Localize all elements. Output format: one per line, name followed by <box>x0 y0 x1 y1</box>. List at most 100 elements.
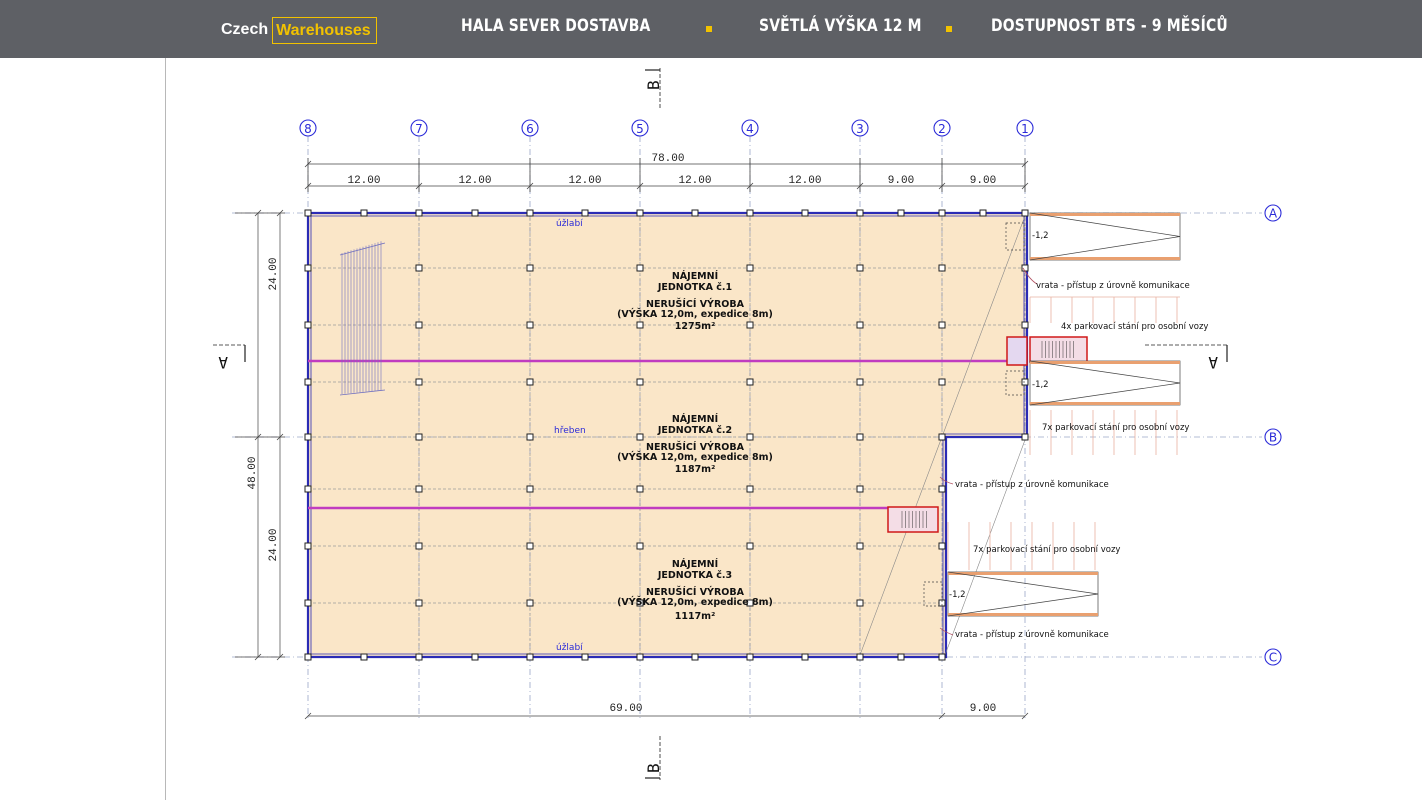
brand-czech: Czech <box>221 21 269 38</box>
axis-number-label: 3 <box>856 122 864 136</box>
brand-warehouses: Warehouses <box>272 16 377 44</box>
column <box>1021 378 1029 386</box>
dim-tick <box>276 433 284 441</box>
column <box>691 209 699 217</box>
axis-number-label: 1 <box>1021 122 1029 136</box>
unit1-line3: NERUŠÍCÍ VÝROBA <box>646 298 745 310</box>
column <box>581 209 589 217</box>
axis-bubble-A: A <box>1264 204 1282 222</box>
axis-circle <box>1016 119 1034 137</box>
column <box>938 378 946 386</box>
column <box>746 653 754 661</box>
loading-docks <box>923 212 1181 617</box>
dim-tick <box>254 653 262 661</box>
axis-circle <box>851 119 869 137</box>
dock-ramp <box>1029 212 1181 261</box>
axis-number-label: 8 <box>304 122 312 136</box>
parking-note-4: 4x parkovací stání pro osobní vozy <box>1061 322 1208 332</box>
staircase-core-lower <box>887 506 939 533</box>
column <box>746 599 754 607</box>
column <box>471 653 479 661</box>
ramp-diagonal <box>944 439 1026 656</box>
gate-note-1: vrata - přístup z úrovně komunikace <box>1036 281 1190 291</box>
column <box>856 653 864 661</box>
dock-door <box>1005 222 1025 251</box>
axis-letter-bubbles: A B C <box>1264 204 1282 666</box>
unit-labels: NÁJEMNÍ JEDNOTKA č.1 NERUŠÍCÍ VÝROBA (VÝ… <box>617 270 773 622</box>
column <box>691 653 699 661</box>
dim-tick <box>276 209 284 217</box>
dim-span-8-7: 12.00 <box>347 175 380 187</box>
gate-note-3: vrata - přístup z úrovně komunikace <box>955 630 1109 640</box>
hall-floor-area <box>308 213 1027 657</box>
axis-bubble-5: 5 <box>631 119 649 137</box>
stair-hatching <box>341 241 382 394</box>
unit2-line1: NÁJEMNÍ <box>672 413 719 425</box>
parking-note-7a: 7x parkovací stání pro osobní vozy <box>1042 423 1189 433</box>
axis-circle <box>521 119 539 137</box>
column <box>636 378 644 386</box>
dock-ramp <box>947 571 1099 617</box>
column <box>304 433 312 441</box>
column <box>526 209 534 217</box>
axis-bubble-1: 1 <box>1016 119 1034 137</box>
unit1-line1: NÁJEMNÍ <box>672 270 719 282</box>
dock-edge <box>1030 213 1180 216</box>
column <box>897 653 905 661</box>
column <box>856 485 864 493</box>
dock-edge <box>1030 361 1180 364</box>
level-mark-3: -1,2 <box>949 590 966 600</box>
axis-bubble-7: 7 <box>410 119 428 137</box>
dim-tick <box>276 653 284 661</box>
dock-door <box>923 581 943 607</box>
column <box>938 653 946 661</box>
column <box>1021 321 1029 329</box>
dim-bottom-right: 9.00 <box>970 703 996 715</box>
section-marker-a-left: A <box>213 344 246 372</box>
unit2-line3: NERUŠÍCÍ VÝROBA <box>646 441 745 453</box>
roof-labels: úžlabí hřeben úžlabí <box>554 219 586 653</box>
dim-tick <box>1021 712 1029 720</box>
level-mark-2: -1,2 <box>1032 380 1049 390</box>
axis-bubble-4: 4 <box>741 119 759 137</box>
column <box>897 209 905 217</box>
header-separator-dot <box>946 26 952 32</box>
stair-outline <box>339 389 386 396</box>
column <box>415 485 423 493</box>
header-separator-dot <box>706 26 712 32</box>
staircase-core-upper <box>1006 336 1088 366</box>
dock-line <box>1029 236 1181 261</box>
dimension-ticks <box>254 158 1029 720</box>
column <box>636 433 644 441</box>
column <box>526 653 534 661</box>
label-hreben: hřeben <box>554 426 586 436</box>
column <box>415 209 423 217</box>
level-mark-1: -1,2 <box>1032 231 1049 241</box>
column <box>304 321 312 329</box>
column <box>581 653 589 661</box>
section-label-b-top: B <box>644 80 663 90</box>
column <box>938 321 946 329</box>
column <box>636 599 644 607</box>
column <box>526 264 534 272</box>
dim-span-2-1: 9.00 <box>970 175 996 187</box>
dim-tick <box>254 209 262 217</box>
axis-bubble-6: 6 <box>521 119 539 137</box>
label-uzlabi-bottom: úžlabí <box>556 643 583 653</box>
unit2-line4: (VÝŠKA 12,0m, expedice 8m) <box>617 451 773 463</box>
column <box>856 209 864 217</box>
axis-letter-label: B <box>1269 431 1277 445</box>
page-divider-line <box>165 58 166 800</box>
column <box>526 542 534 550</box>
header-clear-height: SVĚTLÁ VÝŠKA 12 M <box>759 16 922 36</box>
dim-span-4-3: 12.00 <box>788 175 821 187</box>
brand-logo[interactable]: Czech Warehouses <box>221 16 377 44</box>
column <box>636 485 644 493</box>
column <box>526 321 534 329</box>
parking-note-7b: 7x parkovací stání pro osobní vozy <box>973 545 1120 555</box>
column <box>938 485 946 493</box>
unit1-area: 1275m² <box>675 321 716 332</box>
column <box>304 653 312 661</box>
dock-line <box>1029 360 1181 384</box>
column <box>1021 433 1029 441</box>
